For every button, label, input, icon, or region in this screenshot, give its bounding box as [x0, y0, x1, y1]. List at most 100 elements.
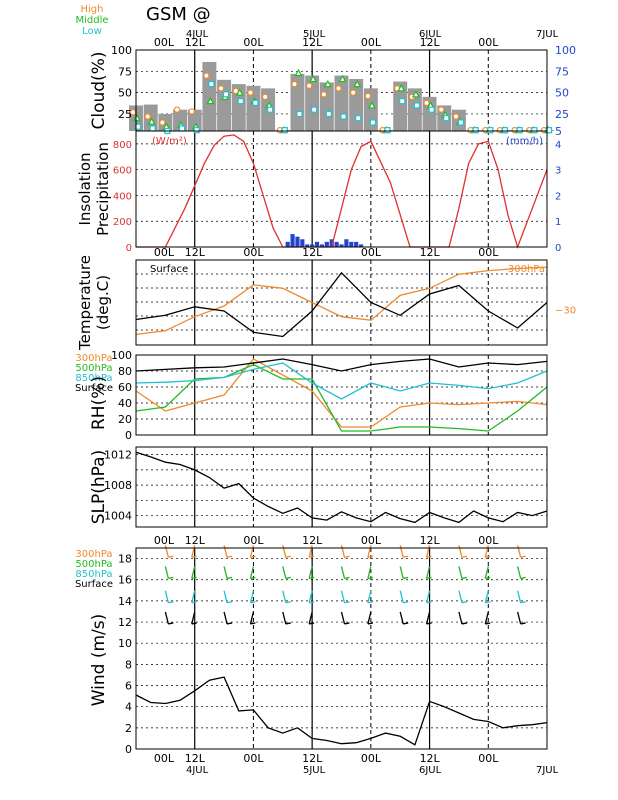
- wind-barb: [340, 545, 350, 558]
- low-cloud-point: [178, 125, 186, 132]
- time-tick-mid: 12L: [302, 534, 323, 547]
- low-cloud-point: [413, 102, 420, 109]
- cloud-ytick-right: 75: [555, 65, 569, 78]
- low-cloud-point: [487, 127, 494, 134]
- temp-frame: [135, 259, 548, 346]
- wind-barb: [399, 590, 409, 604]
- wind-barb: [458, 590, 468, 604]
- cloud-bar: [246, 85, 261, 131]
- wind-barb: [191, 611, 197, 625]
- precip-bar: [344, 239, 349, 247]
- time-tick-bottom: 00L: [361, 752, 382, 765]
- temp-label-surface: Surface: [150, 264, 188, 275]
- wind-barb: [484, 590, 491, 604]
- time-tick-bottom: 12L: [185, 752, 206, 765]
- high-cloud-point: [305, 82, 313, 90]
- wind-ytick: 2: [125, 722, 132, 735]
- high-cloud-point: [217, 85, 225, 92]
- date-label-bottom: 5JUL: [303, 765, 326, 776]
- high-cloud-point: [423, 99, 430, 107]
- precip-bar: [285, 241, 290, 247]
- wind-barb: [164, 590, 174, 604]
- low-cloud-point: [296, 110, 303, 118]
- wind-legend-300: 300hPa: [75, 549, 112, 560]
- slp-ytick: 1004: [104, 510, 132, 523]
- precip-bar: [310, 244, 315, 247]
- wind-legend-surface: Surface: [75, 579, 113, 590]
- slp-line: [135, 451, 548, 524]
- middle-cloud-point: [206, 96, 215, 105]
- rhsfc-line: [135, 358, 548, 372]
- low-cloud-point: [369, 119, 376, 126]
- wind-barb: [164, 566, 174, 580]
- cloud-bar: [305, 75, 320, 131]
- wind-ytick: 16: [118, 574, 132, 587]
- wind-ytick: 4: [125, 701, 132, 714]
- date-label-bottom: 7JUL: [536, 765, 559, 776]
- time-tick-mid: 12L: [185, 246, 206, 259]
- temp-ytick-right: −30: [555, 306, 576, 317]
- time-tick-mid: 00L: [243, 534, 264, 547]
- wind-barb: [367, 566, 373, 580]
- high-cloud-point: [159, 119, 166, 126]
- rh-ytick: 60: [118, 381, 132, 394]
- wind-barb: [517, 545, 526, 558]
- wind-barb: [191, 566, 197, 580]
- rh-frame: [135, 354, 548, 436]
- wind-barb: [425, 611, 432, 625]
- wind-ytick: 14: [118, 595, 132, 608]
- wind-ytick: 10: [118, 637, 132, 650]
- time-tick-top: 12L: [420, 36, 441, 49]
- high-cloud-point: [188, 108, 195, 115]
- time-tick-mid: 00L: [361, 534, 382, 547]
- wind-barb: [249, 566, 256, 580]
- middle-cloud-point: [323, 79, 332, 88]
- wind-barb: [340, 566, 350, 580]
- temp-label-300: 300hPa: [508, 264, 545, 275]
- wind-barb: [399, 611, 409, 625]
- slp-frame: [135, 446, 548, 528]
- slp-ylabel: SLP(hPa): [89, 450, 109, 524]
- wind-barb: [399, 545, 409, 558]
- insol-ytick-left: 200: [113, 217, 132, 228]
- temp-ylabel-unit: (deg.C): [94, 275, 112, 330]
- time-tick-top: 00L: [243, 36, 264, 49]
- high-cloud-point: [261, 93, 269, 101]
- temp-ylabel: Temperature: [76, 255, 94, 351]
- wind-ytick: 8: [125, 658, 132, 671]
- wind-ytick: 0: [125, 743, 132, 756]
- low-cloud-point: [501, 127, 509, 134]
- wind-barb: [458, 545, 468, 558]
- wind-barb: [458, 566, 468, 580]
- low-cloud-point: [193, 127, 200, 134]
- cloud-ytick-left: 75: [118, 65, 132, 78]
- wind-surface-line: [135, 676, 548, 746]
- date-label-top: 4JUL: [186, 29, 209, 40]
- time-tick-bottom: 12L: [420, 752, 441, 765]
- wind-barb: [425, 545, 432, 558]
- low-cloud-point: [399, 98, 406, 105]
- wind-barb: [223, 590, 233, 604]
- slp-ytick: 1008: [104, 479, 132, 492]
- low-cloud-point: [384, 127, 391, 134]
- wind-barb: [399, 566, 409, 580]
- rh850-line: [135, 362, 548, 400]
- insol-ytick-left: 0: [126, 243, 132, 254]
- precip-bar: [290, 234, 295, 247]
- wind-ytick: 6: [125, 680, 132, 693]
- cloud-bar: [393, 81, 408, 131]
- insolation-line: [136, 134, 548, 250]
- wind-barb: [249, 545, 256, 558]
- rh-ytick: 0: [125, 429, 132, 442]
- high-cloud-point: [247, 89, 254, 96]
- rh-legend-300: 300hPa: [75, 353, 112, 364]
- cloud-bar: [187, 109, 202, 131]
- wind-barb: [282, 566, 291, 580]
- middle-cloud-point: [147, 117, 156, 125]
- precip-bar: [349, 241, 354, 247]
- rh500-line: [135, 363, 548, 432]
- wind-barb: [517, 611, 526, 625]
- slp-ytick: 1012: [104, 449, 132, 462]
- wind-barb: [367, 545, 373, 558]
- time-tick-bottom: 00L: [243, 752, 264, 765]
